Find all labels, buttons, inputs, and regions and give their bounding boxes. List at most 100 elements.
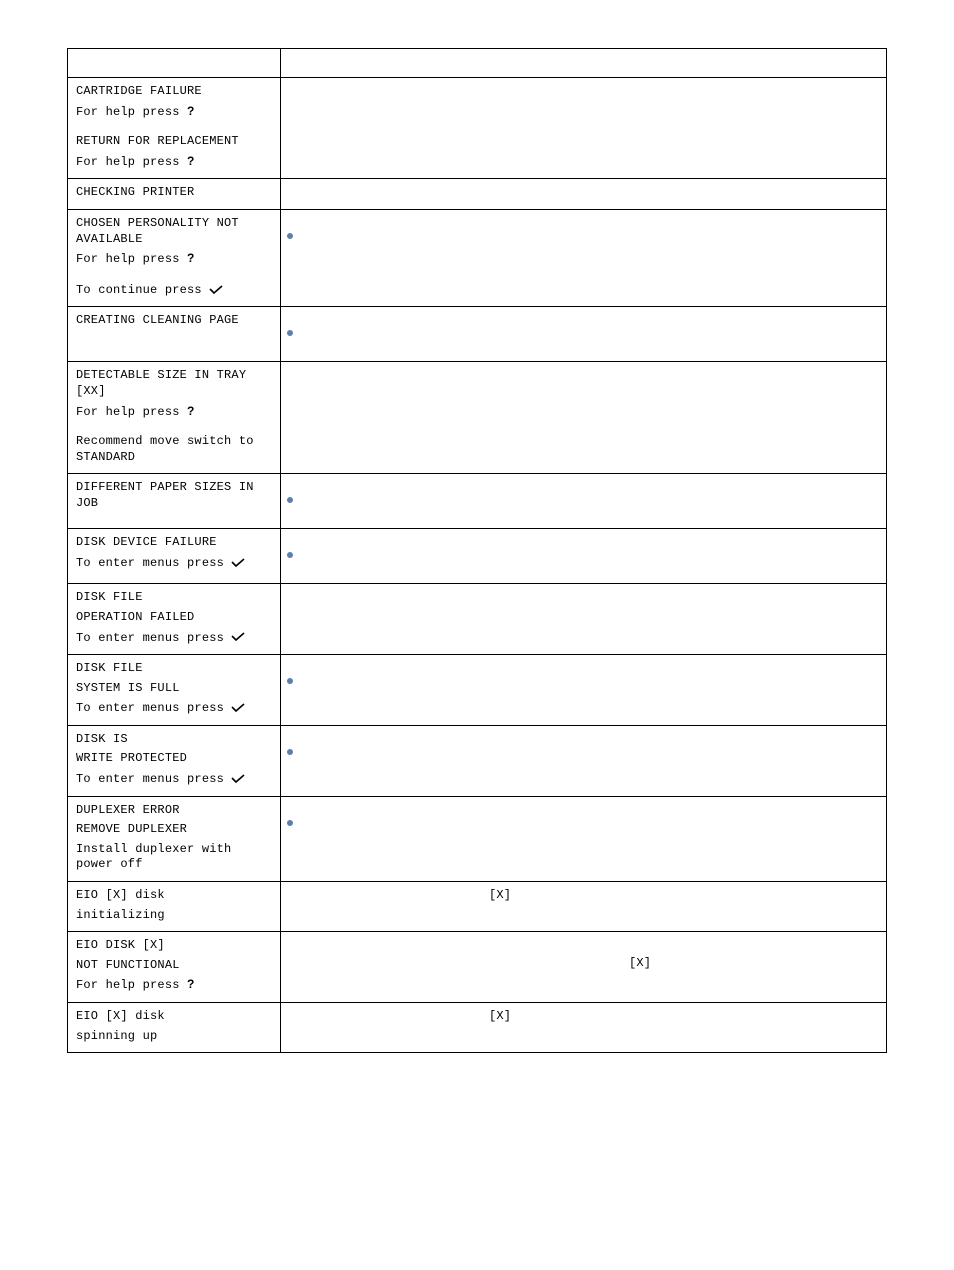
message-text: To enter menus press [76, 556, 231, 570]
table-row: EIO [X] disk spinning up [X] [68, 1003, 887, 1053]
message-text: OPERATION FAILED [76, 610, 194, 624]
table-row: DISK FILE OPERATION FAILED To enter menus … [68, 584, 887, 655]
description-cell [281, 179, 887, 210]
description-cell [281, 78, 887, 179]
message-text: WRITE PROTECTED [76, 751, 187, 765]
description-cell [281, 796, 887, 881]
check-icon [231, 630, 245, 644]
message-line: For help press ? [76, 251, 272, 268]
message-text: DISK DEVICE FAILURE [76, 535, 217, 549]
bullet-icon [287, 233, 293, 239]
message-text: NOT FUNCTIONAL [76, 958, 180, 972]
message-cell: CHOSEN PERSONALITY NOT AVAILABLE For help… [68, 209, 281, 306]
description-cell [281, 474, 887, 529]
message-line: To enter menus press [76, 630, 272, 647]
help-icon: ? [187, 104, 195, 118]
message-line: DISK FILE [76, 590, 272, 606]
message-line: DISK FILE [76, 661, 272, 677]
spacer [76, 424, 272, 434]
description-text: [X] [289, 1009, 878, 1025]
message-line: RETURN FOR REPLACEMENT [76, 134, 272, 150]
description-text: [X] [289, 888, 878, 904]
message-cell: DIFFERENT PAPER SIZES IN JOB [68, 474, 281, 529]
table-row: CREATING CLEANING PAGE [68, 307, 887, 362]
message-line: EIO [X] disk [76, 1009, 272, 1025]
table-row: DIFFERENT PAPER SIZES IN JOB [68, 474, 887, 529]
message-text: CARTRIDGE FAILURE [76, 84, 202, 98]
message-text: CREATING CLEANING PAGE [76, 313, 239, 327]
message-line: For help press ? [76, 404, 272, 421]
message-line: To enter menus press [76, 771, 272, 788]
message-text: CHOSEN PERSONALITY NOT AVAILABLE [76, 216, 239, 246]
message-cell: EIO DISK [X] NOT FUNCTIONAL For help press… [68, 932, 281, 1003]
message-text: To enter menus press [76, 631, 231, 645]
message-cell: EIO [X] disk spinning up [68, 1003, 281, 1053]
message-line: CARTRIDGE FAILURE [76, 84, 272, 100]
message-text: initializing [76, 908, 165, 922]
message-line: spinning up [76, 1029, 272, 1045]
message-line: CHOSEN PERSONALITY NOT AVAILABLE [76, 216, 272, 247]
check-icon [231, 700, 245, 714]
message-line: To continue press [76, 282, 272, 299]
message-line: NOT FUNCTIONAL [76, 958, 272, 974]
description-cell: [X] [281, 932, 887, 1003]
message-cell: DETECTABLE SIZE IN TRAY [XX] For help pre… [68, 362, 281, 474]
message-cell: CREATING CLEANING PAGE [68, 307, 281, 362]
message-cell: DISK IS WRITE PROTECTED To enter menus pre… [68, 725, 281, 796]
description-cell [281, 307, 887, 362]
message-text: EIO DISK [X] [76, 938, 165, 952]
message-line: To enter menus press [76, 555, 272, 572]
message-text: CHECKING PRINTER [76, 185, 194, 199]
check-icon [231, 555, 245, 569]
message-cell: DISK FILE SYSTEM IS FULL To enter menus pr… [68, 655, 281, 726]
message-line: EIO [X] disk [76, 888, 272, 904]
message-text: spinning up [76, 1029, 157, 1043]
bullet-icon [287, 749, 293, 755]
message-text: Install duplexer with power off [76, 842, 231, 872]
table-row: DISK FILE SYSTEM IS FULL To enter menus pr… [68, 655, 887, 726]
message-cell: DISK FILE OPERATION FAILED To enter menus … [68, 584, 281, 655]
description-cell [281, 209, 887, 306]
help-icon: ? [187, 251, 195, 265]
description-cell [281, 725, 887, 796]
message-line: EIO DISK [X] [76, 938, 272, 954]
spacer [76, 272, 272, 282]
message-line: DISK IS [76, 732, 272, 748]
bullet-icon [287, 497, 293, 503]
message-text: DISK FILE [76, 590, 143, 604]
table-row: DUPLEXER ERROR REMOVE DUPLEXER Install dup… [68, 796, 887, 881]
table-row: CHOSEN PERSONALITY NOT AVAILABLE For help… [68, 209, 887, 306]
bullet-icon [287, 552, 293, 558]
message-text: REMOVE DUPLEXER [76, 822, 187, 836]
message-line: SYSTEM IS FULL [76, 681, 272, 697]
message-text: DISK FILE [76, 661, 143, 675]
message-cell: CARTRIDGE FAILURE For help press ? RETURN … [68, 78, 281, 179]
message-cell: DUPLEXER ERROR REMOVE DUPLEXER Install dup… [68, 796, 281, 881]
message-line: DETECTABLE SIZE IN TRAY [XX] [76, 368, 272, 399]
message-text: For help press [76, 978, 187, 992]
message-text: Recommend move switch to STANDARD [76, 434, 254, 464]
message-text: EIO [X] disk [76, 888, 165, 902]
message-cell: CHECKING PRINTER [68, 179, 281, 210]
message-cell: EIO [X] disk initializing [68, 882, 281, 932]
help-icon: ? [187, 977, 195, 991]
table-row: DISK DEVICE FAILURE To enter menus press [68, 529, 887, 584]
message-line: DUPLEXER ERROR [76, 803, 272, 819]
message-line: For help press ? [76, 154, 272, 171]
spacer [76, 124, 272, 134]
check-icon [231, 771, 245, 785]
message-line: Install duplexer with power off [76, 842, 272, 873]
message-text: DISK IS [76, 732, 128, 746]
message-line: initializing [76, 908, 272, 924]
message-line: CREATING CLEANING PAGE [76, 313, 272, 329]
message-text: To enter menus press [76, 701, 231, 715]
message-text: SYSTEM IS FULL [76, 681, 180, 695]
header-cell-left [68, 49, 281, 78]
description-text: [X] [289, 938, 878, 972]
table-row: DISK IS WRITE PROTECTED To enter menus pre… [68, 725, 887, 796]
message-line: For help press ? [76, 104, 272, 121]
message-cell: DISK DEVICE FAILURE To enter menus press [68, 529, 281, 584]
help-icon: ? [187, 404, 195, 418]
message-line: For help press ? [76, 977, 272, 994]
message-text: RETURN FOR REPLACEMENT [76, 134, 239, 148]
